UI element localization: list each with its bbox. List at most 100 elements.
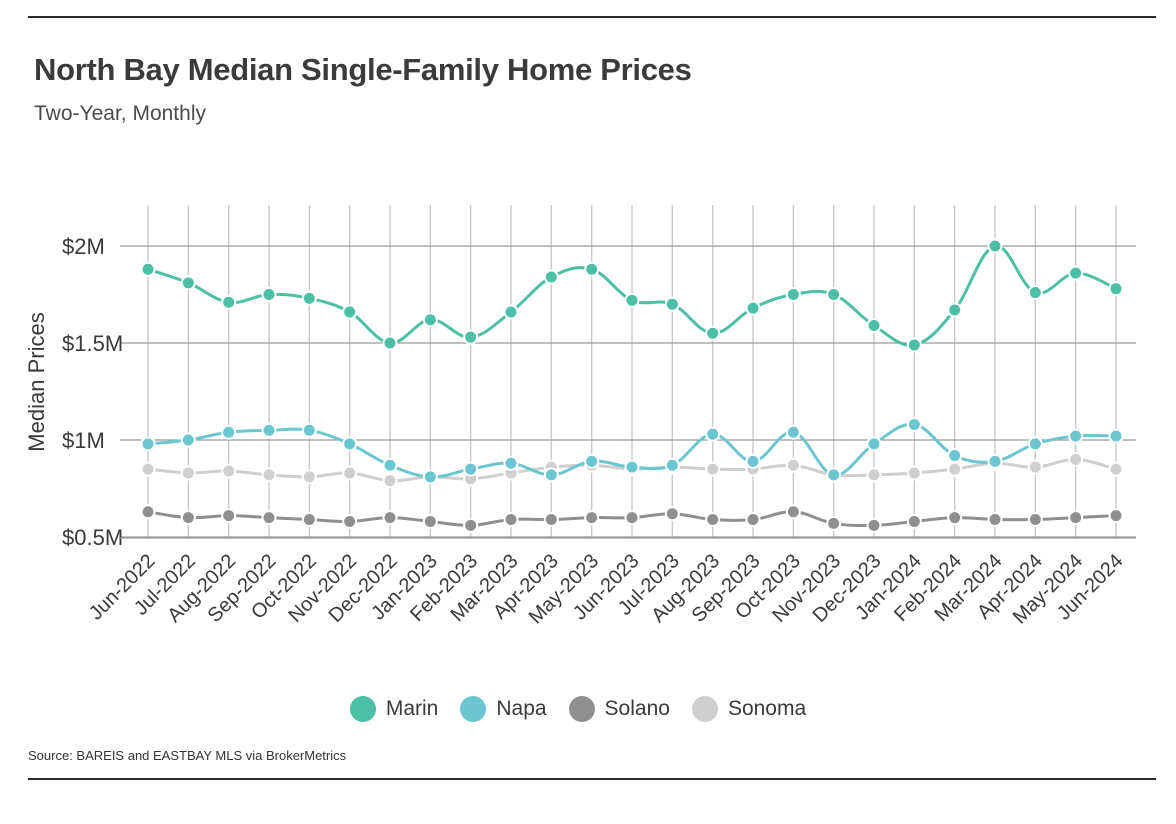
- data-point-sonoma: [221, 463, 237, 479]
- data-point-sonoma: [382, 473, 398, 489]
- data-point-napa: [947, 448, 963, 464]
- data-point-sonoma: [180, 465, 196, 481]
- data-point-napa: [301, 422, 317, 438]
- y-tick-label: $1M: [62, 428, 105, 453]
- data-point-solano: [503, 512, 519, 528]
- y-tick-label: $1.5M: [62, 331, 123, 356]
- data-point-marin: [382, 335, 398, 351]
- data-point-marin: [1068, 265, 1084, 281]
- data-point-marin: [342, 304, 358, 320]
- data-point-napa: [221, 424, 237, 440]
- data-point-sonoma: [906, 465, 922, 481]
- data-point-solano: [221, 508, 237, 524]
- data-point-solano: [826, 515, 842, 531]
- legend-swatch-icon: [568, 696, 595, 722]
- data-point-napa: [261, 422, 277, 438]
- data-point-marin: [745, 300, 761, 316]
- data-point-solano: [745, 512, 761, 528]
- data-point-solano: [1027, 512, 1043, 528]
- data-point-marin: [947, 302, 963, 318]
- legend-item-napa: Napa: [460, 696, 547, 722]
- data-point-marin: [785, 287, 801, 302]
- data-point-solano: [140, 504, 156, 520]
- data-point-solano: [1068, 510, 1084, 526]
- data-point-napa: [906, 416, 922, 432]
- data-point-marin: [826, 287, 842, 302]
- data-point-marin: [140, 261, 156, 277]
- source-note: Source: BAREIS and EASTBAY MLS via Broke…: [28, 748, 347, 763]
- data-point-napa: [1027, 436, 1043, 452]
- data-point-solano: [866, 517, 882, 533]
- data-point-sonoma: [140, 461, 156, 477]
- data-point-sonoma: [261, 467, 277, 483]
- data-point-marin: [906, 337, 922, 353]
- data-point-napa: [664, 457, 680, 473]
- data-point-napa: [705, 426, 721, 442]
- data-point-marin: [624, 292, 640, 308]
- data-point-napa: [745, 453, 761, 469]
- data-point-solano: [947, 510, 963, 526]
- data-point-solano: [422, 513, 438, 529]
- data-point-sonoma: [785, 457, 801, 473]
- data-point-marin: [664, 296, 680, 312]
- data-point-sonoma: [1108, 461, 1124, 477]
- data-point-solano: [301, 512, 317, 528]
- legend-swatch-icon: [349, 696, 376, 722]
- data-point-sonoma: [301, 469, 317, 485]
- data-point-napa: [422, 469, 438, 485]
- data-point-marin: [463, 329, 479, 345]
- data-point-solano: [584, 510, 600, 526]
- legend-item-solano: Solano: [568, 696, 670, 722]
- chart-legend: Marin Napa Solano Sonoma: [0, 696, 1156, 722]
- data-point-solano: [463, 517, 479, 533]
- data-point-napa: [1108, 428, 1124, 444]
- y-tick-label: $2M: [62, 234, 105, 259]
- data-point-napa: [342, 436, 358, 452]
- top-rule: [28, 16, 1156, 18]
- data-point-napa: [503, 455, 519, 471]
- data-point-marin: [301, 290, 317, 306]
- data-point-marin: [261, 287, 277, 302]
- legend-item-marin: Marin: [349, 696, 439, 722]
- legend-label: Napa: [496, 697, 547, 720]
- legend-label: Marin: [385, 697, 439, 720]
- data-point-sonoma: [1027, 459, 1043, 475]
- data-point-sonoma: [342, 465, 358, 481]
- data-point-napa: [826, 467, 842, 483]
- legend-swatch-icon: [691, 696, 718, 722]
- data-point-sonoma: [1068, 451, 1084, 467]
- data-point-solano: [906, 513, 922, 529]
- data-point-napa: [463, 461, 479, 477]
- data-point-solano: [664, 506, 680, 522]
- data-point-sonoma: [947, 461, 963, 477]
- data-point-solano: [705, 512, 721, 528]
- data-point-solano: [1108, 508, 1124, 524]
- legend-label: Sonoma: [727, 697, 807, 720]
- legend-swatch-icon: [460, 696, 487, 722]
- bottom-rule: [28, 778, 1156, 780]
- data-point-napa: [382, 457, 398, 473]
- legend-label: Solano: [604, 697, 670, 720]
- data-point-sonoma: [866, 467, 882, 483]
- y-axis-label: Median Prices: [24, 312, 49, 451]
- data-point-marin: [221, 294, 237, 310]
- data-point-solano: [382, 510, 398, 526]
- data-point-napa: [987, 453, 1003, 469]
- data-point-solano: [785, 504, 801, 520]
- data-point-marin: [584, 261, 600, 277]
- data-point-napa: [624, 459, 640, 475]
- data-point-marin: [543, 269, 559, 285]
- data-point-marin: [180, 275, 196, 291]
- data-point-marin: [866, 318, 882, 334]
- data-point-napa: [543, 467, 559, 483]
- data-point-napa: [180, 432, 196, 448]
- data-point-solano: [987, 512, 1003, 528]
- page-subtitle: Two-Year, Monthly: [34, 102, 206, 125]
- data-point-napa: [866, 436, 882, 452]
- data-point-marin: [422, 312, 438, 328]
- data-point-solano: [543, 512, 559, 528]
- data-point-napa: [584, 453, 600, 469]
- data-point-napa: [1068, 428, 1084, 444]
- page-title: North Bay Median Single-Family Home Pric…: [34, 52, 692, 87]
